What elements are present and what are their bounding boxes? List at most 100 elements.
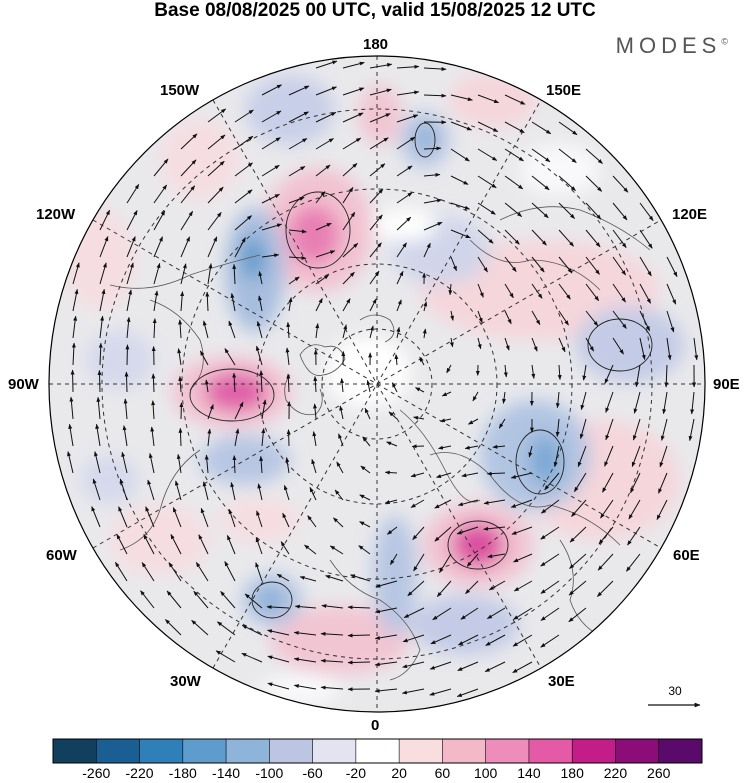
colorbar-swatch — [53, 739, 97, 763]
wind-vector — [597, 553, 614, 571]
wind-vector — [180, 210, 194, 231]
wind-vector — [126, 262, 134, 285]
wind-vector — [396, 114, 419, 123]
wind-vector — [359, 494, 371, 501]
wind-vector — [126, 289, 133, 312]
colorbar-swatch — [485, 739, 530, 763]
wind-vector — [639, 229, 653, 249]
wind-vector — [477, 121, 499, 133]
map-title: Base 08/08/2025 00 UTC, valid 15/08/2025… — [154, 0, 596, 21]
wind-vector — [555, 418, 560, 437]
wind-vector — [630, 472, 641, 494]
wind-vector — [336, 461, 344, 474]
wind-vector — [413, 415, 425, 420]
wind-vector — [472, 391, 479, 402]
wind-vector — [202, 320, 209, 339]
wind-vector — [573, 472, 587, 493]
wind-vector — [234, 135, 254, 150]
colorbar-swatch — [226, 739, 270, 763]
wind-vector — [569, 526, 587, 543]
wind-vector — [504, 148, 524, 162]
wind-vector — [429, 688, 452, 696]
wind-vector — [204, 454, 209, 474]
wind-vector — [334, 489, 344, 501]
wind-vector — [207, 236, 218, 258]
wind-vector — [276, 573, 290, 582]
wind-vector — [612, 283, 626, 303]
wind-vector — [605, 391, 614, 413]
wind-vector — [429, 661, 452, 670]
wind-vector — [558, 229, 574, 247]
negative-anomaly — [80, 455, 140, 505]
wind-vector — [72, 315, 78, 339]
longitude-label-120w: 120W — [36, 206, 76, 223]
wind-vector — [347, 660, 371, 665]
wind-vector — [484, 661, 506, 673]
wind-vector — [358, 545, 371, 555]
positive-anomaly — [65, 210, 135, 310]
wind-vector — [391, 382, 398, 393]
wind-vector — [585, 229, 601, 248]
wind-vector — [513, 580, 533, 592]
wind-vector — [342, 163, 358, 177]
longitude-label-30e: 30E — [548, 673, 575, 690]
longitude-label-0: 0 — [371, 717, 380, 734]
wind-vector — [369, 63, 393, 69]
wind-vector — [477, 175, 497, 189]
wind-vector — [477, 94, 500, 104]
wind-vector — [315, 323, 320, 339]
wind-vector — [342, 324, 348, 339]
wind-vector — [388, 411, 398, 420]
wind-vector — [286, 373, 291, 393]
wind-vector — [216, 621, 236, 636]
negative-anomaly — [575, 307, 685, 383]
wind-vector — [483, 499, 506, 505]
colorbar-tick-label: -260 — [82, 765, 111, 781]
wind-vector — [232, 455, 237, 474]
wind-vector — [294, 604, 317, 609]
wind-vector — [342, 61, 365, 69]
wind-vector — [369, 137, 389, 150]
colorbar-swatch — [615, 739, 660, 763]
wind-vector — [465, 580, 479, 595]
negative-anomaly — [410, 595, 520, 655]
wind-vector — [423, 301, 428, 312]
wind-vector — [228, 508, 236, 528]
wind-vector — [95, 423, 101, 447]
wind-vector — [504, 229, 520, 245]
wind-vector — [369, 325, 374, 339]
wind-vector — [99, 209, 111, 231]
wind-vector — [97, 369, 102, 393]
wind-vector — [558, 121, 578, 136]
wind-vector — [461, 472, 479, 478]
wind-vector — [585, 175, 603, 192]
wind-vector — [304, 544, 317, 555]
wind-vector — [571, 499, 587, 517]
wind-vector — [407, 580, 425, 597]
wind-vector — [140, 590, 155, 609]
wind-vector — [374, 661, 398, 667]
wind-vector — [114, 561, 128, 582]
wind-vector — [450, 94, 473, 102]
wind-vector — [503, 364, 508, 378]
wind-vector — [402, 634, 425, 643]
wind-vector — [477, 283, 484, 298]
wind-vector — [423, 67, 447, 72]
wind-vector — [639, 202, 654, 222]
wind-vector — [338, 433, 344, 447]
neutral-region — [326, 337, 410, 407]
colorbar-tick-label: -20 — [345, 765, 366, 781]
wind-vector — [259, 370, 264, 393]
wind-vector — [126, 210, 138, 231]
wind-vector — [67, 451, 74, 474]
wind-vector — [165, 619, 182, 636]
wind-vector — [178, 376, 183, 393]
wind-vector — [151, 400, 156, 420]
wind-vector — [315, 60, 338, 69]
colorbar-swatch — [528, 739, 573, 763]
wind-vector — [234, 215, 252, 231]
longitude-label-90e: 90E — [713, 376, 740, 393]
wind-vector — [258, 271, 263, 285]
longitude-label-150e: 150E — [546, 82, 582, 99]
